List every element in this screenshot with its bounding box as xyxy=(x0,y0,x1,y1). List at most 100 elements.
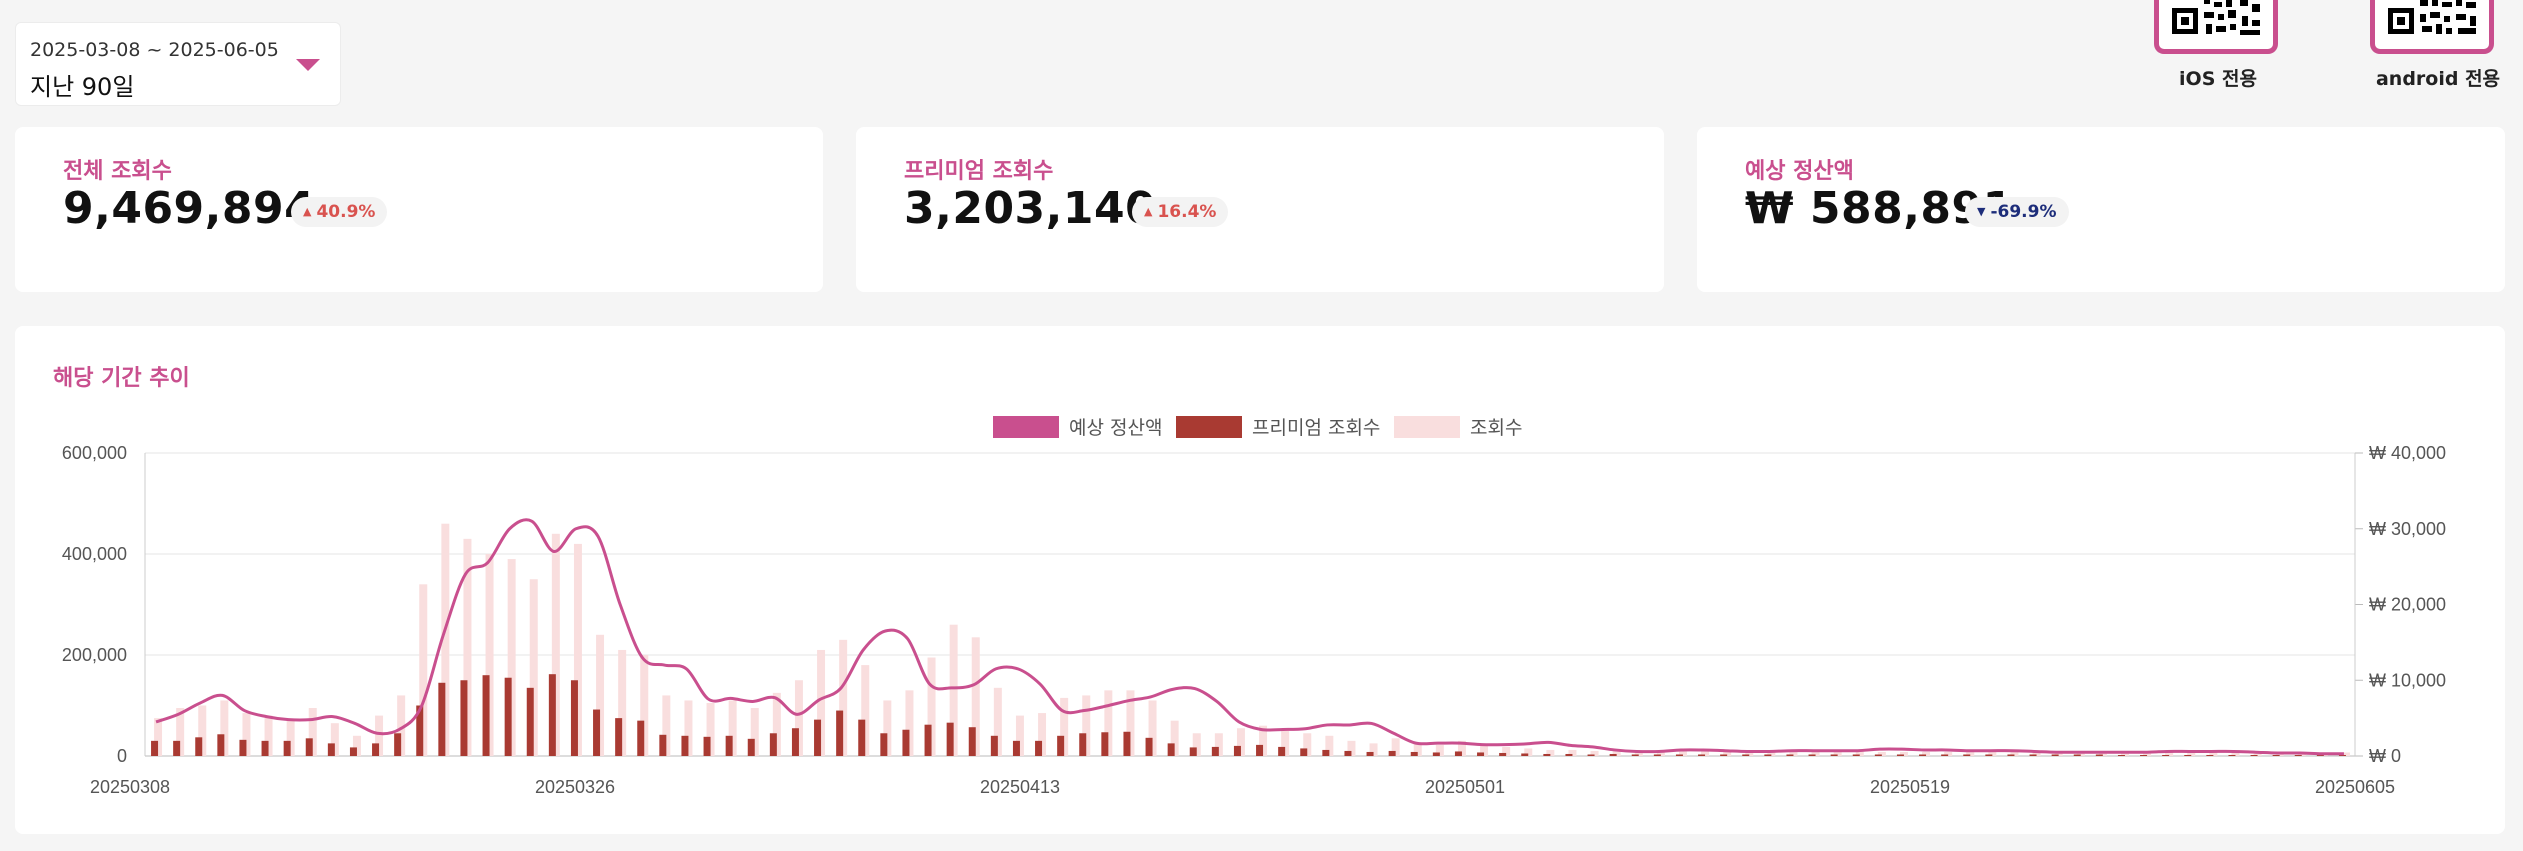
premium-bar xyxy=(1499,752,1507,756)
premium-bar xyxy=(1786,754,1794,756)
views-bar xyxy=(352,735,361,756)
views-bar xyxy=(1457,740,1466,756)
premium-bar xyxy=(2184,754,2192,756)
views-bar xyxy=(1369,743,1378,756)
date-range-picker[interactable]: 2025-03-08 ~ 2025-06-05 지난 90일 xyxy=(15,22,341,106)
views-bar xyxy=(949,624,958,756)
views-bar xyxy=(220,700,229,756)
legend-swatch xyxy=(1394,416,1460,438)
views-bar xyxy=(1922,751,1931,756)
views-bar xyxy=(1126,690,1135,756)
views-bar xyxy=(839,639,848,756)
views-bar xyxy=(2010,751,2019,756)
y-tick-label-right: ₩ 0 xyxy=(2369,746,2401,766)
views-bar xyxy=(1701,751,1710,756)
chart-title: 해당 기간 추이 xyxy=(53,366,190,391)
views-bar xyxy=(618,649,627,756)
premium-bar xyxy=(1631,754,1639,756)
views-bar xyxy=(1325,735,1334,756)
legend-swatch xyxy=(1176,416,1242,438)
views-bar xyxy=(1281,730,1290,756)
premium-bar xyxy=(1012,740,1020,756)
premium-bar xyxy=(1675,754,1683,756)
premium-bar xyxy=(2206,754,2214,756)
android-qr-code[interactable] xyxy=(2370,0,2494,54)
premium-bar xyxy=(2228,754,2236,756)
views-bar xyxy=(993,687,1002,756)
views-bar xyxy=(286,720,295,756)
android-qr-label: android 전용 xyxy=(2375,68,2501,90)
y-tick-label-left: 400,000 xyxy=(62,544,127,564)
premium-bar xyxy=(283,740,291,756)
views-bar xyxy=(1944,751,1953,756)
premium-bar xyxy=(2073,754,2081,756)
views-bar xyxy=(1259,725,1268,756)
views-bar xyxy=(1104,690,1113,756)
premium-bar xyxy=(2095,754,2103,756)
premium-bar xyxy=(1919,754,1927,756)
premium-bar xyxy=(1101,732,1109,756)
premium-bar xyxy=(791,728,799,756)
views-bar xyxy=(1966,751,1975,756)
y-tick-label-right: ₩ 20,000 xyxy=(2369,595,2446,615)
views-bar xyxy=(817,649,826,756)
views-bar xyxy=(2341,752,2350,756)
premium-bar xyxy=(372,743,380,756)
premium-bar xyxy=(1985,754,1993,756)
views-bar xyxy=(596,634,605,756)
premium-bar xyxy=(1366,751,1374,756)
legend-label: 예상 정산액 xyxy=(1069,417,1162,439)
premium-bar xyxy=(1123,731,1131,756)
premium-bar xyxy=(1720,754,1728,756)
views-bar xyxy=(1015,715,1024,756)
views-bar xyxy=(2032,751,2041,756)
stat-value: 9,469,894 xyxy=(63,183,316,234)
premium-bar xyxy=(151,740,159,756)
premium-bar xyxy=(637,720,645,756)
premium-bar xyxy=(725,735,733,756)
views-bar xyxy=(662,695,671,756)
premium-bar xyxy=(394,733,402,756)
views-bar xyxy=(1038,713,1047,756)
premium-bar xyxy=(548,674,556,756)
premium-bar xyxy=(2007,754,2015,756)
premium-bar xyxy=(217,734,225,756)
views-bar xyxy=(1391,738,1400,756)
premium-bar xyxy=(2272,754,2280,756)
up-arrow-icon: ▲ xyxy=(303,205,312,218)
premium-bar xyxy=(1300,748,1308,756)
premium-bar xyxy=(1896,754,1904,756)
x-tick-label: 20250501 xyxy=(1425,777,1505,797)
change-value: 16.4% xyxy=(1157,202,1217,222)
views-bar xyxy=(2165,752,2174,756)
ios-qr-code[interactable] xyxy=(2154,0,2278,54)
stat-card-total-views: 전체 조회수 9,469,894 ▲ 40.9% xyxy=(15,127,823,292)
premium-bar xyxy=(1145,737,1153,756)
views-bar xyxy=(1568,749,1577,756)
views-bar xyxy=(1060,697,1069,756)
premium-bar xyxy=(2250,754,2258,756)
premium-bar xyxy=(968,727,976,756)
date-range-text: 2025-03-08 ~ 2025-06-05 xyxy=(30,39,279,61)
legend-label: 조회수 xyxy=(1470,417,1522,439)
dropdown-caret-icon[interactable] xyxy=(296,59,320,71)
views-bar xyxy=(1082,695,1091,756)
views-bar xyxy=(1347,740,1356,756)
premium-bar xyxy=(2140,754,2148,756)
views-bar xyxy=(2231,752,2240,756)
views-bar xyxy=(1811,751,1820,756)
premium-bar xyxy=(1808,754,1816,756)
premium-bar xyxy=(858,719,866,756)
change-badge: ▲ 16.4% xyxy=(1132,197,1229,227)
premium-bar xyxy=(1830,754,1838,756)
views-bar xyxy=(1524,748,1533,756)
y-tick-label-right: ₩ 10,000 xyxy=(2369,670,2446,690)
views-bar xyxy=(1502,746,1511,756)
premium-bar xyxy=(1079,733,1087,756)
stat-value: 3,203,140 xyxy=(904,183,1157,234)
views-bar xyxy=(264,715,273,756)
premium-bar xyxy=(438,682,446,756)
qr-code-icon xyxy=(2172,0,2260,35)
premium-bar xyxy=(1388,750,1396,756)
views-bar xyxy=(905,690,914,756)
